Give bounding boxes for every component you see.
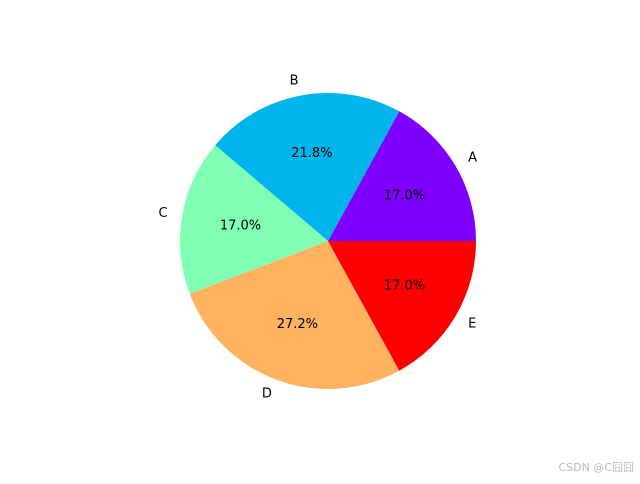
slice-label: D <box>262 386 272 401</box>
watermark: CSDN @C囧囧 <box>558 461 634 474</box>
slice-label: A <box>468 151 477 166</box>
pie-slice <box>215 93 400 241</box>
percent-label: 27.2% <box>277 317 318 332</box>
pie-slice <box>180 145 328 294</box>
percent-label: 17.0% <box>220 219 261 234</box>
pie-slice <box>328 241 476 371</box>
percent-label: 17.0% <box>384 279 425 294</box>
slice-label: B <box>290 73 299 88</box>
slice-label: C <box>158 206 167 221</box>
pie-slice <box>189 241 400 389</box>
slice-label: E <box>468 316 476 331</box>
pie-slice <box>328 111 476 241</box>
percent-label: 17.0% <box>384 188 425 203</box>
percent-label: 21.8% <box>291 146 332 161</box>
